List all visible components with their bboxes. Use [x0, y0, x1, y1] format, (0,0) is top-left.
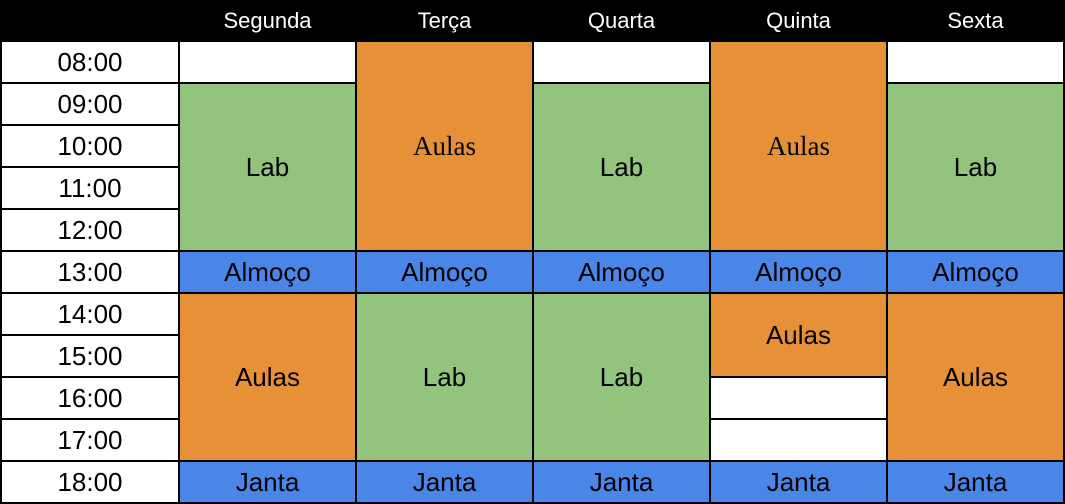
block-segunda-almoco: Almoço — [178, 250, 357, 294]
day-header-quinta: Quinta — [709, 0, 888, 42]
time-label-0900: 09:00 — [0, 82, 180, 126]
time-row: 15:00 — [0, 334, 1064, 378]
block-terca-almoco: Almoço — [355, 250, 534, 294]
empty-slot-quarta-0800 — [532, 40, 711, 84]
time-label-1800: 18:00 — [0, 460, 180, 504]
block-quinta-aulas-afternoon: Aulas — [709, 292, 888, 378]
time-label-0800: 08:00 — [0, 40, 180, 84]
empty-slot-sexta-0800 — [886, 40, 1065, 84]
block-quarta-almoco: Almoço — [532, 250, 711, 294]
empty-slot-segunda-0800 — [178, 40, 357, 84]
block-quinta-janta: Janta — [709, 460, 888, 504]
time-label-1000: 10:00 — [0, 124, 180, 168]
day-header-segunda: Segunda — [178, 0, 357, 42]
time-label-1500: 15:00 — [0, 334, 180, 378]
day-header-sexta: Sexta — [886, 0, 1065, 42]
block-terca-janta: Janta — [355, 460, 534, 504]
time-row: 18:00 Janta Janta Janta Janta Janta — [0, 460, 1065, 504]
day-header-terca: Terça — [355, 0, 534, 42]
block-sexta-aulas: Aulas — [886, 292, 1065, 462]
time-row: 16:00 — [0, 376, 1064, 420]
block-sexta-lab: Lab — [886, 82, 1065, 252]
block-quinta-almoco: Almoço — [709, 250, 888, 294]
block-terca-lab: Lab — [355, 292, 534, 462]
time-row: 08:00 Aulas Aulas — [0, 40, 1065, 252]
time-label-1200: 12:00 — [0, 208, 180, 252]
time-label-1600: 16:00 — [0, 376, 180, 420]
block-quinta-aulas-morning: Aulas — [709, 40, 888, 252]
time-label-1300: 13:00 — [0, 250, 180, 294]
block-terca-aulas: Aulas — [355, 40, 534, 252]
time-row: 10:00 — [0, 124, 1064, 168]
block-quarta-janta: Janta — [532, 460, 711, 504]
time-row: 12:00 — [0, 208, 1064, 252]
time-row: 14:00 Aulas Lab Lab Aulas Aulas — [0, 292, 1065, 462]
block-sexta-janta: Janta — [886, 460, 1065, 504]
time-label-1700: 17:00 — [0, 418, 180, 462]
header-row: Segunda Terça Quarta Quinta Sexta — [0, 0, 1065, 42]
time-label-1100: 11:00 — [0, 166, 180, 210]
day-header-quarta: Quarta — [532, 0, 711, 42]
time-row: 13:00 Almoço Almoço Almoço Almoço Almoço — [0, 250, 1065, 294]
time-label-1400: 14:00 — [0, 292, 180, 336]
block-segunda-lab: Lab — [178, 82, 357, 252]
block-segunda-janta: Janta — [178, 460, 357, 504]
time-row: 09:00 Lab Lab Lab — [0, 82, 1065, 252]
block-quarta-lab-morning: Lab — [532, 82, 711, 252]
block-segunda-aulas: Aulas — [178, 292, 357, 462]
time-row: 11:00 — [0, 166, 1064, 210]
block-quarta-lab-afternoon: Lab — [532, 292, 711, 462]
time-row: 17:00 — [0, 418, 1064, 462]
block-sexta-almoco: Almoço — [886, 250, 1065, 294]
header-corner — [0, 0, 180, 42]
empty-slot-quinta-1600 — [709, 376, 888, 420]
empty-slot-quinta-1700 — [709, 418, 888, 462]
